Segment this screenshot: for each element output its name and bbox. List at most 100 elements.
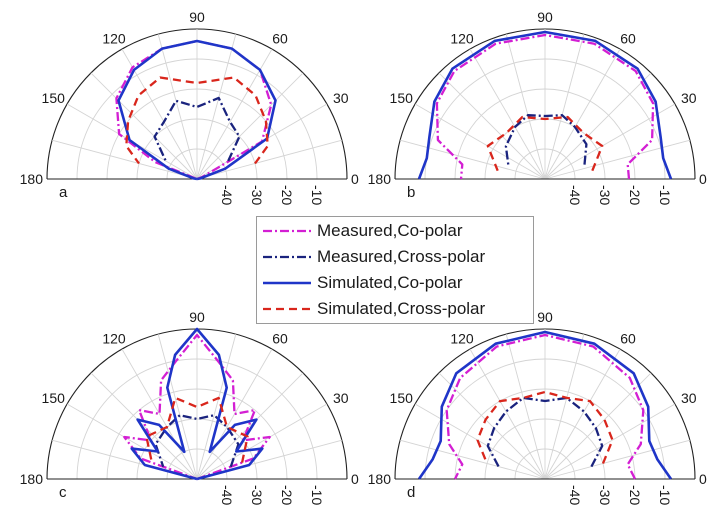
- radial-tick-label: -30: [597, 485, 613, 505]
- angle-tick-label: 0: [351, 171, 359, 187]
- radial-tick-label: -40: [219, 485, 235, 505]
- polar-panel-b: 180 150 120 90 60 30 0 -40 -30 -20 -10 b: [368, 9, 707, 205]
- radial-tick-label: -30: [249, 185, 265, 205]
- series-line-simulated-co-polar: [417, 330, 673, 480]
- legend-entry-1: Measured,Cross-polar: [261, 244, 533, 270]
- series-line-simulated-cross-polar: [486, 115, 604, 172]
- grid-spoke: [414, 103, 546, 180]
- angle-tick-label: 180: [20, 471, 44, 487]
- grid-spoke: [121, 48, 198, 180]
- grid-spoke: [196, 33, 237, 180]
- grid-spoke: [90, 372, 198, 480]
- series-line-simulated-cross-polar: [125, 76, 269, 165]
- angle-tick-label: 90: [189, 309, 205, 325]
- grid-spoke: [196, 372, 304, 480]
- legend-entry-0: Measured,Co-polar: [261, 218, 533, 244]
- grid-spoke: [51, 139, 198, 180]
- polar-panel-a: 180 150 120 90 60 30 0 -40 -30 -20 -10 a: [20, 9, 359, 205]
- grid-spoke: [196, 139, 343, 180]
- grid-spoke: [90, 72, 198, 180]
- angle-tick-label: 90: [189, 9, 205, 25]
- angle-tick-label: 120: [102, 31, 126, 47]
- polar-panel-c: 180 150 120 90 60 30 0 -40 -30 -20 -10 c: [20, 309, 359, 505]
- grid-spoke: [438, 72, 546, 180]
- grid-spoke: [469, 48, 546, 180]
- angle-tick-label: 30: [681, 390, 697, 406]
- legend-entry-3: Simulated,Cross-polar: [261, 296, 533, 322]
- grid-spoke: [414, 403, 546, 480]
- angle-tick-label: 180: [20, 171, 44, 187]
- legend-label-0: Measured,Co-polar: [317, 221, 463, 240]
- legend-swatch-1: [263, 255, 311, 259]
- angle-tick-label: 90: [537, 9, 553, 25]
- angle-tick-label: 30: [333, 390, 349, 406]
- grid-spoke: [196, 403, 328, 480]
- grid-spoke: [544, 72, 652, 180]
- angle-tick-label: 60: [620, 31, 636, 47]
- grid-spoke: [544, 348, 621, 480]
- series-line-simulated-cross-polar: [145, 396, 249, 463]
- angle-tick-label: 0: [699, 471, 707, 487]
- radial-tick-label: -40: [567, 485, 583, 505]
- polar-panel-d: 180 150 120 90 60 30 0 -40 -30 -20 -10 d: [368, 309, 707, 505]
- grid-spoke: [505, 333, 546, 480]
- grid-spoke: [544, 333, 585, 480]
- angle-tick-label: 30: [333, 90, 349, 106]
- series-line-simulated-cross-polar: [476, 390, 614, 464]
- angle-tick-label: 0: [699, 171, 707, 187]
- grid-spoke: [505, 33, 546, 180]
- radial-tick-label: -20: [627, 185, 643, 205]
- radial-tick-label: -30: [249, 485, 265, 505]
- radial-tick-label: -40: [567, 185, 583, 205]
- legend-label-1: Measured,Cross-polar: [317, 247, 486, 266]
- radial-tick-label: -10: [309, 185, 325, 205]
- angle-tick-label: 180: [368, 171, 392, 187]
- angle-tick-label: 120: [450, 31, 474, 47]
- angle-tick-label: 150: [42, 90, 66, 106]
- grid-spoke: [399, 439, 546, 480]
- grid-spoke: [544, 439, 691, 480]
- grid-spoke: [544, 103, 676, 180]
- radial-tick-label: -10: [657, 485, 673, 505]
- panel-label: d: [407, 484, 415, 501]
- radial-tick-label: -20: [279, 185, 295, 205]
- angle-tick-label: 150: [390, 390, 414, 406]
- grid-spoke: [544, 372, 652, 480]
- angle-tick-label: 120: [102, 331, 126, 347]
- panel-label: a: [59, 184, 68, 201]
- series-line-measured-co-polar: [445, 333, 645, 480]
- angle-tick-label: 60: [272, 331, 288, 347]
- angle-tick-label: 120: [450, 331, 474, 347]
- panel-label: b: [407, 184, 415, 201]
- angle-tick-label: 150: [42, 390, 66, 406]
- radial-tick-label: -40: [219, 185, 235, 205]
- grid-spoke: [469, 348, 546, 480]
- legend-swatch-0: [263, 229, 311, 233]
- legend-entry-2: Simulated,Co-polar: [261, 270, 533, 296]
- legend-swatch-3: [263, 307, 311, 311]
- angle-tick-label: 150: [390, 90, 414, 106]
- grid-spoke: [544, 139, 691, 180]
- angle-tick-label: 60: [272, 31, 288, 47]
- angle-tick-label: 90: [537, 309, 553, 325]
- grid-spoke: [544, 33, 585, 180]
- angle-tick-label: 30: [681, 90, 697, 106]
- grid-spoke: [196, 348, 273, 480]
- series-line-measured-cross-polar: [154, 414, 240, 468]
- series-line-simulated-co-polar: [117, 39, 277, 181]
- series-line-measured-cross-polar: [486, 396, 604, 468]
- series-line-measured-cross-polar: [504, 114, 588, 166]
- legend-swatch-2: [263, 281, 311, 285]
- legend-label-2: Simulated,Co-polar: [317, 273, 463, 292]
- radial-tick-label: -20: [279, 485, 295, 505]
- series-line-measured-co-polar: [123, 333, 271, 481]
- radial-tick-label: -20: [627, 485, 643, 505]
- grid-spoke: [544, 403, 676, 480]
- angle-tick-label: 60: [620, 331, 636, 347]
- radial-tick-label: -30: [597, 185, 613, 205]
- series-line-measured-co-polar: [435, 33, 655, 180]
- panel-label: c: [59, 484, 67, 501]
- series-line-simulated-co-polar: [130, 327, 264, 481]
- grid-spoke: [196, 333, 237, 480]
